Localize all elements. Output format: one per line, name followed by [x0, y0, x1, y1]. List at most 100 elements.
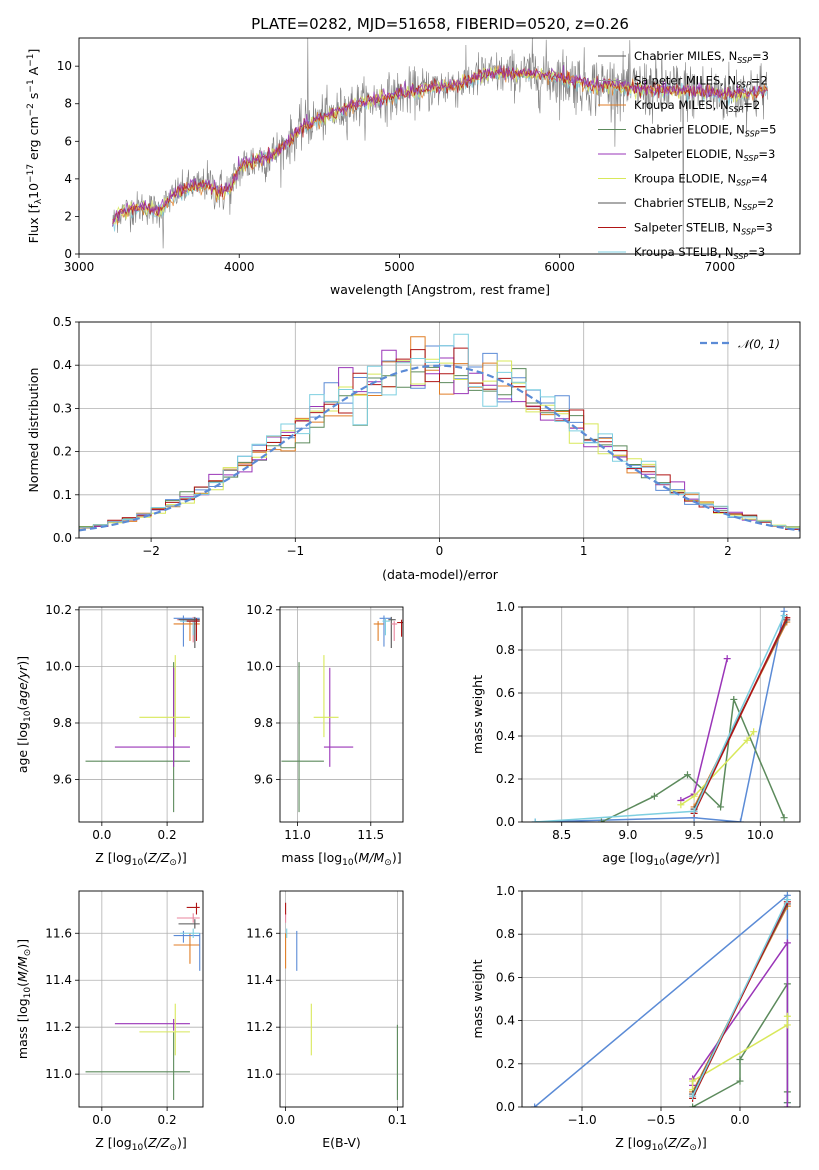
series-line [680, 731, 755, 806]
data-point [677, 801, 685, 809]
axes-frame [279, 890, 404, 1108]
plot-area-mass_vs_Z [85, 902, 201, 1100]
y-tick-label: 0.4 [496, 1014, 515, 1028]
axes-weight_vs_age: 8.5 9.0 9.5 10.0 0.0 0.2 0.4 0.6 0.8 1.0 age [log1… [470, 600, 801, 868]
errorbar-point [114, 1018, 190, 1031]
series-chabrier-elodie [597, 695, 788, 822]
data-point [689, 1077, 697, 1085]
axes-age_vs_Z: 0.0 0.2 9.6 9.8 10.0 10.2 Z [log10(Z/Z⊙)] age [… [15, 603, 204, 868]
x-tick-label: 11.0 [284, 828, 311, 842]
x-tick-label: 7000 [705, 260, 736, 274]
series-line [535, 611, 785, 822]
legend-label: Chabrier MILES, NSSP=3 [634, 49, 769, 65]
figure-title: PLATE=0282, MJD=51658, FIBERID=0520, z=0… [251, 15, 629, 33]
legend: Chabrier MILES, NSSP=3 Salpeter MILES, NS… [598, 49, 776, 261]
x-tick-label: 0.2 [158, 828, 177, 842]
axes-weight_vs_Z: −1.0 −0.5 0.0 0.0 0.2 0.4 0.6 0.8 1.0 Z [log10(Z/… [470, 884, 801, 1153]
x-tick-label: 4000 [224, 260, 255, 274]
data-point [717, 803, 725, 811]
y-tick-label: 0.6 [496, 970, 515, 984]
data-point [723, 655, 731, 663]
x-axis-label: Z [log10(Z/Z⊙)] [95, 1135, 186, 1153]
series-line [691, 1016, 789, 1090]
x-axis-label: Z [log10(Z/Z⊙)] [615, 1135, 706, 1153]
series-line [601, 696, 785, 822]
x-tick-label: −2 [142, 544, 160, 558]
errorbar-point [391, 621, 398, 641]
series-kroupa-stelib [531, 612, 788, 822]
x-tick-label: 9.5 [685, 828, 704, 842]
y-tick-label: 11.2 [246, 1020, 273, 1034]
y-tick-label: 8 [64, 97, 72, 111]
y-axis-label: mass weight [470, 675, 485, 754]
errorbar-point [281, 662, 324, 813]
x-tick-label: −0.5 [646, 1113, 675, 1127]
legend-label: Kroupa MILES, NSSP=2 [634, 98, 760, 114]
plot-area-age_vs_mass [281, 615, 403, 813]
y-tick-label: 2 [64, 209, 72, 223]
x-tick-label: 5000 [384, 260, 415, 274]
data-point [736, 1077, 744, 1085]
x-tick-label: 8.5 [552, 828, 571, 842]
errorbar-point [373, 621, 384, 641]
y-tick-label: 0.3 [53, 401, 72, 415]
errorbar-point [85, 662, 190, 813]
x-tick-label: 0 [436, 544, 444, 558]
axes-frame [78, 321, 801, 539]
x-tick-label: 0.0 [276, 1113, 295, 1127]
y-axis-label: mass [log10(M/M⊙)] [15, 939, 33, 1059]
plot-area-weight_vs_age [531, 607, 791, 822]
model-line [112, 65, 768, 224]
errorbar-point [397, 619, 403, 637]
model-line [112, 65, 768, 227]
errorbar-point [186, 618, 200, 641]
y-tick-label: 10.0 [246, 659, 273, 673]
axes-frame [78, 890, 204, 1108]
x-tick-label: 1 [580, 544, 588, 558]
data-point [780, 814, 788, 822]
y-tick-label: 0.2 [496, 1057, 515, 1071]
errorbar-point [186, 902, 200, 915]
errorbar-point [173, 930, 200, 943]
y-tick-label: 0.0 [53, 531, 72, 545]
data-point [683, 771, 691, 779]
x-tick-label: 0.1 [388, 1113, 407, 1127]
x-tick-label: 9.0 [618, 828, 637, 842]
data-point [730, 695, 738, 703]
data-point [736, 1055, 744, 1063]
legend-label: 𝒩(0, 1) [738, 337, 780, 351]
y-tick-label: 0 [64, 247, 72, 261]
series-line [693, 617, 788, 814]
x-axis-label: mass [log10(M/M⊙)] [281, 850, 401, 868]
x-tick-label: 10.0 [747, 828, 774, 842]
y-axis-label: age [log10(age/yr)] [15, 656, 33, 773]
x-axis-label: age [log10(age/yr)] [602, 850, 719, 868]
x-tick-label: 0.0 [92, 828, 111, 842]
errorbar-point [178, 919, 200, 929]
x-tick-label: 0.0 [730, 1113, 749, 1127]
y-tick-label: 0.5 [53, 315, 72, 329]
y-tick-label: 9.6 [254, 773, 273, 787]
series-line [691, 899, 789, 1097]
plot-area-weight_vs_Z [531, 891, 791, 1107]
y-tick-label: 6 [64, 134, 72, 148]
y-tick-label: 0.8 [496, 643, 515, 657]
plot-area-mass_vs_ebv [285, 902, 398, 1100]
data-point [690, 792, 698, 800]
plot-area-residuals [79, 333, 800, 532]
y-tick-label: 11.0 [45, 1067, 72, 1081]
y-tick-label: 9.8 [53, 716, 72, 730]
y-tick-label: 0.4 [53, 358, 72, 372]
legend-label: Salpeter STELIB, NSSP=3 [634, 221, 773, 237]
data-point [690, 807, 698, 815]
data-point [597, 818, 605, 822]
axes-frame [521, 890, 801, 1108]
axes-residuals: −2 −1 0 1 2 0.0 0.1 0.2 0.3 0.4 0.5 (data-model)/er… [26, 315, 801, 582]
x-tick-label: 3000 [64, 260, 95, 274]
errorbar-point [176, 913, 200, 923]
y-tick-label: 0.0 [496, 815, 515, 829]
y-tick-label: 0.2 [496, 772, 515, 786]
x-tick-label: 0.2 [158, 1113, 177, 1127]
x-axis-label: wavelength [Angstrom, rest frame] [330, 282, 550, 297]
y-tick-label: 0.2 [53, 445, 72, 459]
